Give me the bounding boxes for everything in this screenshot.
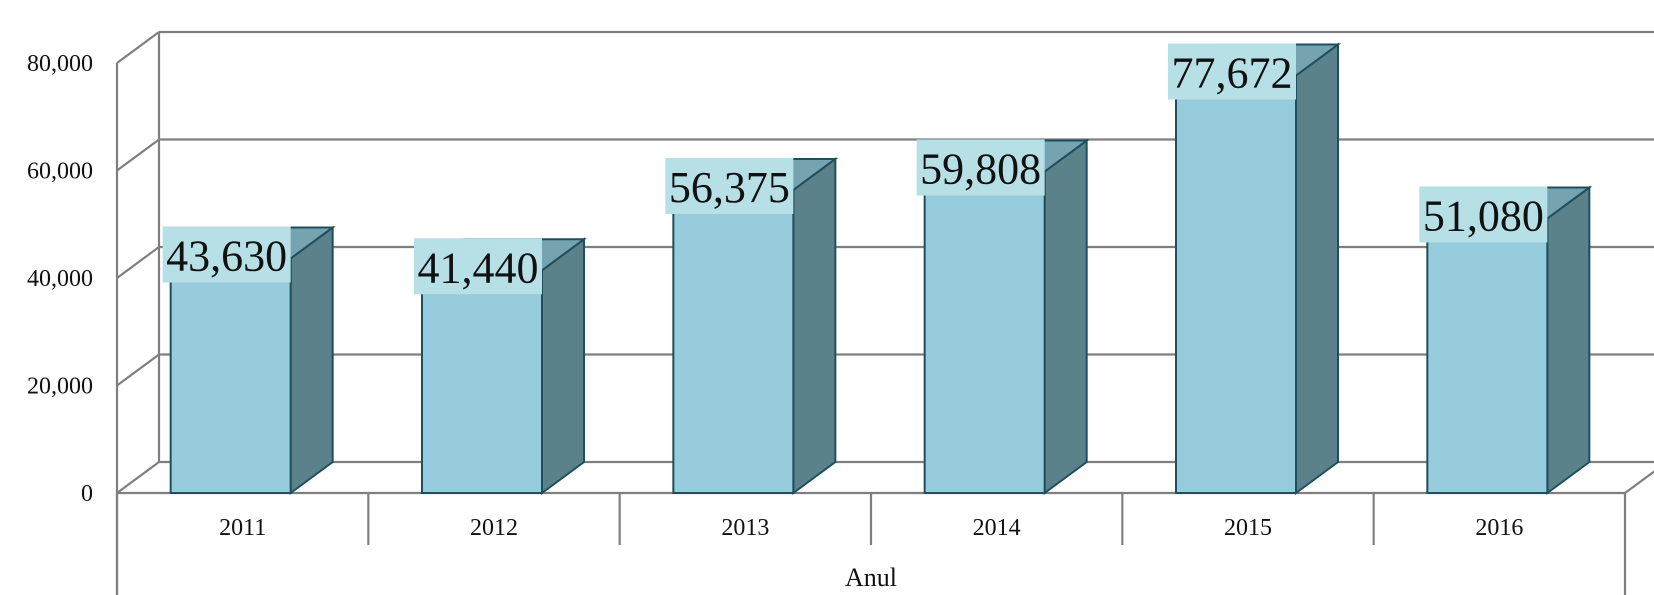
data-label-bg-2016 [1419, 186, 1548, 243]
y-tick-label-1: 20,000 [27, 374, 93, 400]
bar-2016 [1426, 217, 1549, 494]
bar-side-2012 [541, 237, 585, 495]
bar-2012 [421, 269, 543, 495]
data-label-2012: 41,440 [418, 243, 539, 292]
bar-side-2011 [289, 225, 334, 495]
gridline-depth-1 [116, 353, 160, 387]
x-tick-label-2016: 2016 [1475, 515, 1523, 541]
data-label-2014: 59,808 [920, 145, 1041, 194]
x-tick-label-2013: 2013 [721, 515, 769, 541]
data-label-bg-2011 [162, 226, 291, 283]
x-tick-label-2012: 2012 [470, 515, 518, 541]
bar-2015 [1175, 74, 1297, 494]
data-label-bg-2014 [916, 139, 1045, 196]
data-label-2016: 51,080 [1423, 191, 1544, 240]
gridline-depth-3 [116, 138, 160, 172]
x-tick-label-2014: 2014 [973, 515, 1021, 541]
floor-right-edge [1624, 470, 1654, 494]
bar-side-2016 [1546, 185, 1591, 495]
bar-2014 [923, 170, 1046, 494]
y-tick-label-0: 0 [81, 481, 93, 507]
x-axis-title: Anul [845, 563, 897, 592]
bar-side-2013 [792, 157, 837, 495]
bar-side-2015 [1295, 42, 1339, 495]
gridline-depth-0 [116, 461, 160, 494]
x-tick-label-2011: 2011 [219, 515, 266, 541]
bar-2013 [672, 188, 795, 494]
gridline-depth-2 [116, 246, 160, 279]
gridline-depth-4 [116, 31, 160, 64]
bar-side-2014 [1043, 138, 1088, 495]
data-label-bg-2012 [414, 238, 542, 295]
bar-2011 [169, 257, 292, 494]
data-label-2011: 43,630 [166, 231, 287, 280]
y-tick-label-2: 40,000 [27, 266, 93, 292]
data-label-2015: 77,672 [1172, 49, 1293, 98]
data-label-2013: 56,375 [669, 163, 790, 212]
y-tick-label-4: 80,000 [27, 51, 93, 77]
data-label-bg-2013 [665, 157, 794, 214]
data-label-bg-2015 [1168, 43, 1296, 100]
y-tick-label-3: 60,000 [27, 159, 93, 185]
x-tick-label-2015: 2015 [1224, 515, 1272, 541]
